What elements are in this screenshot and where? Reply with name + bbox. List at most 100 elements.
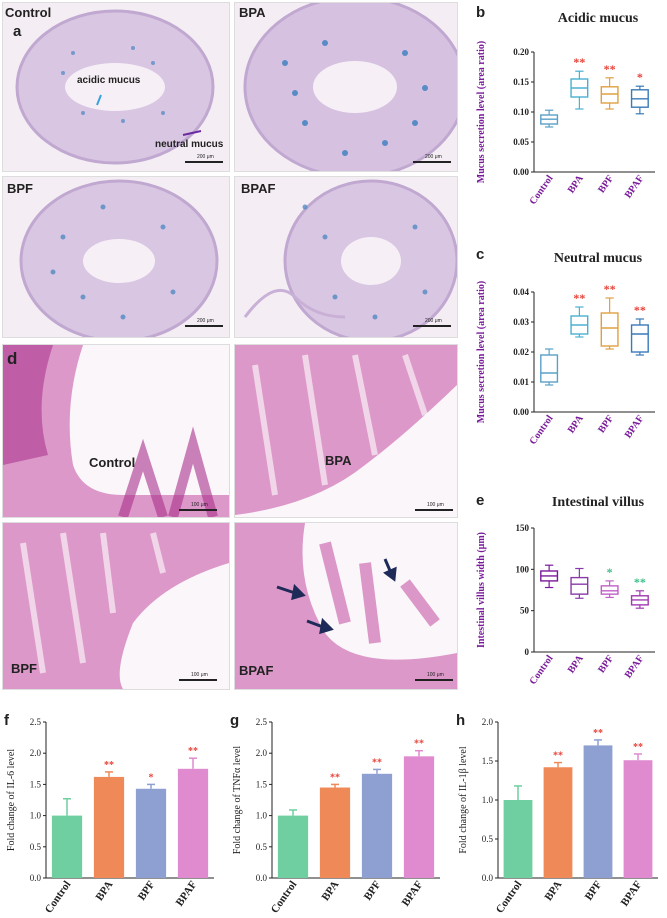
group-label: BPF (7, 181, 33, 196)
box (570, 576, 589, 595)
y-tick-label: 1.0 (482, 795, 494, 805)
significance-mark: ** (634, 575, 646, 589)
y-tick-label: 0.00 (513, 407, 529, 417)
y-tick-label: 2.0 (30, 748, 42, 758)
chart-title: Intestinal villus (552, 495, 645, 510)
x-tick-label: Control (528, 413, 556, 447)
y-tick-label: 0.00 (513, 167, 529, 177)
acidic-arrow (96, 94, 102, 106)
significance-mark: ** (604, 282, 616, 296)
box (540, 354, 559, 383)
group-label: BPAF (241, 181, 276, 196)
x-tick-label: BPF (362, 879, 384, 903)
y-axis-label: Fold change of IL-1β level (458, 746, 469, 853)
bar (93, 776, 125, 878)
scale-label: 200 μm (425, 154, 442, 160)
x-tick-label: BPA (542, 879, 564, 903)
x-tick-label: BPAF (623, 173, 647, 200)
x-tick-label: Control (528, 653, 556, 687)
x-tick-label: BPAF (174, 879, 200, 909)
y-tick-label: 1.5 (30, 779, 42, 789)
y-tick-label: 0 (525, 647, 530, 657)
panel-label-e: e (476, 492, 485, 509)
panel-label-b: b (476, 4, 486, 21)
tissue-image (3, 3, 229, 171)
significance-mark: ** (633, 742, 643, 753)
micrograph-a-control: Control a acidic mucus neutral mucus 200… (2, 2, 230, 172)
significance-mark: ** (553, 751, 563, 762)
micrograph-d-bpaf: BPAF 100 μm (234, 522, 458, 690)
arrow-icon (276, 558, 397, 635)
y-tick-label: 0.5 (30, 842, 42, 852)
y-tick-label: 0.5 (482, 834, 494, 844)
tissue-image (3, 177, 229, 337)
group-label: BPA (325, 453, 352, 468)
y-tick-label: 0.0 (30, 873, 42, 883)
x-tick-label: Control (269, 879, 300, 916)
scale-label: 100 μm (191, 502, 208, 508)
group-label: Control (89, 455, 136, 470)
x-tick-label: BPF (596, 653, 616, 675)
bar (135, 788, 167, 878)
chart-il1b: 0.0 0.5 1.0 1.5 2.0 Fold change of IL-1β leve… (458, 717, 658, 916)
tissue-image (235, 177, 457, 337)
scale-label: 100 μm (427, 502, 444, 508)
y-tick-label: 0.03 (513, 317, 529, 327)
panel-label-h: h (456, 712, 466, 729)
neutral-mucus-label: neutral mucus (155, 139, 224, 150)
significance-mark: ** (634, 303, 646, 317)
scale-bar (415, 509, 453, 511)
y-axis-label: Fold change of IL-6 level (6, 749, 17, 851)
y-tick-label: 0.0 (256, 873, 268, 883)
scale-bar (179, 679, 217, 681)
scale-bar (179, 509, 217, 511)
group-label: BPF (11, 661, 37, 676)
micrograph-a-bpaf: BPAF 200 μm (234, 176, 458, 338)
significance-mark: ** (593, 728, 603, 739)
chart-acidic-mucus: Acidic mucus 0.00 0.05 0.10 0.15 0.20 Mucus se… (476, 11, 655, 207)
neutral-arrow (182, 130, 202, 136)
micrograph-d-bpa: BPA 100 μm (234, 344, 458, 518)
y-tick-label: 0.5 (256, 842, 268, 852)
significance-mark: * (149, 772, 154, 783)
significance-mark: ** (188, 746, 198, 757)
micrograph-a-bpa: BPA 200 μm (234, 2, 458, 172)
group-label: BPA (239, 5, 266, 20)
y-tick-label: 0.15 (513, 77, 529, 87)
y-tick-label: 100 (516, 564, 530, 574)
x-tick-label: Control (528, 173, 556, 207)
x-tick-label: Control (43, 879, 74, 916)
box (600, 86, 619, 104)
bar (583, 745, 613, 878)
micrograph-a-bpf: BPF 200 μm (2, 176, 230, 338)
y-tick-label: 2.5 (256, 717, 268, 727)
x-tick-label: BPA (93, 879, 115, 903)
tissue-image (3, 345, 229, 517)
x-tick-label: BPAF (400, 879, 426, 909)
scale-bar (413, 325, 451, 327)
group-label: Control (5, 5, 52, 20)
bar (319, 787, 351, 878)
y-axis-label: Intestinal villus width (μm) (476, 532, 487, 648)
tissue-image (235, 345, 457, 517)
significance-mark: ** (573, 55, 585, 69)
box (600, 312, 619, 347)
y-tick-label: 2.0 (482, 717, 494, 727)
x-tick-label: BPA (566, 413, 587, 436)
y-tick-label: 150 (516, 523, 530, 533)
chart-title: Neutral mucus (554, 251, 643, 266)
panel-label-c: c (476, 246, 485, 263)
significance-mark: ** (330, 772, 340, 783)
bar (51, 815, 83, 878)
panel-label-a: a (13, 23, 22, 40)
significance-mark: * (607, 565, 613, 579)
scale-label: 100 μm (191, 672, 208, 678)
x-tick-label: BPF (596, 413, 616, 435)
bar (403, 756, 435, 878)
box (630, 324, 649, 353)
x-tick-label: BPF (583, 879, 605, 903)
y-tick-label: 1.0 (30, 811, 42, 821)
scale-label: 200 μm (425, 318, 442, 324)
scale-label: 100 μm (427, 672, 444, 678)
significance-mark: * (637, 70, 643, 84)
